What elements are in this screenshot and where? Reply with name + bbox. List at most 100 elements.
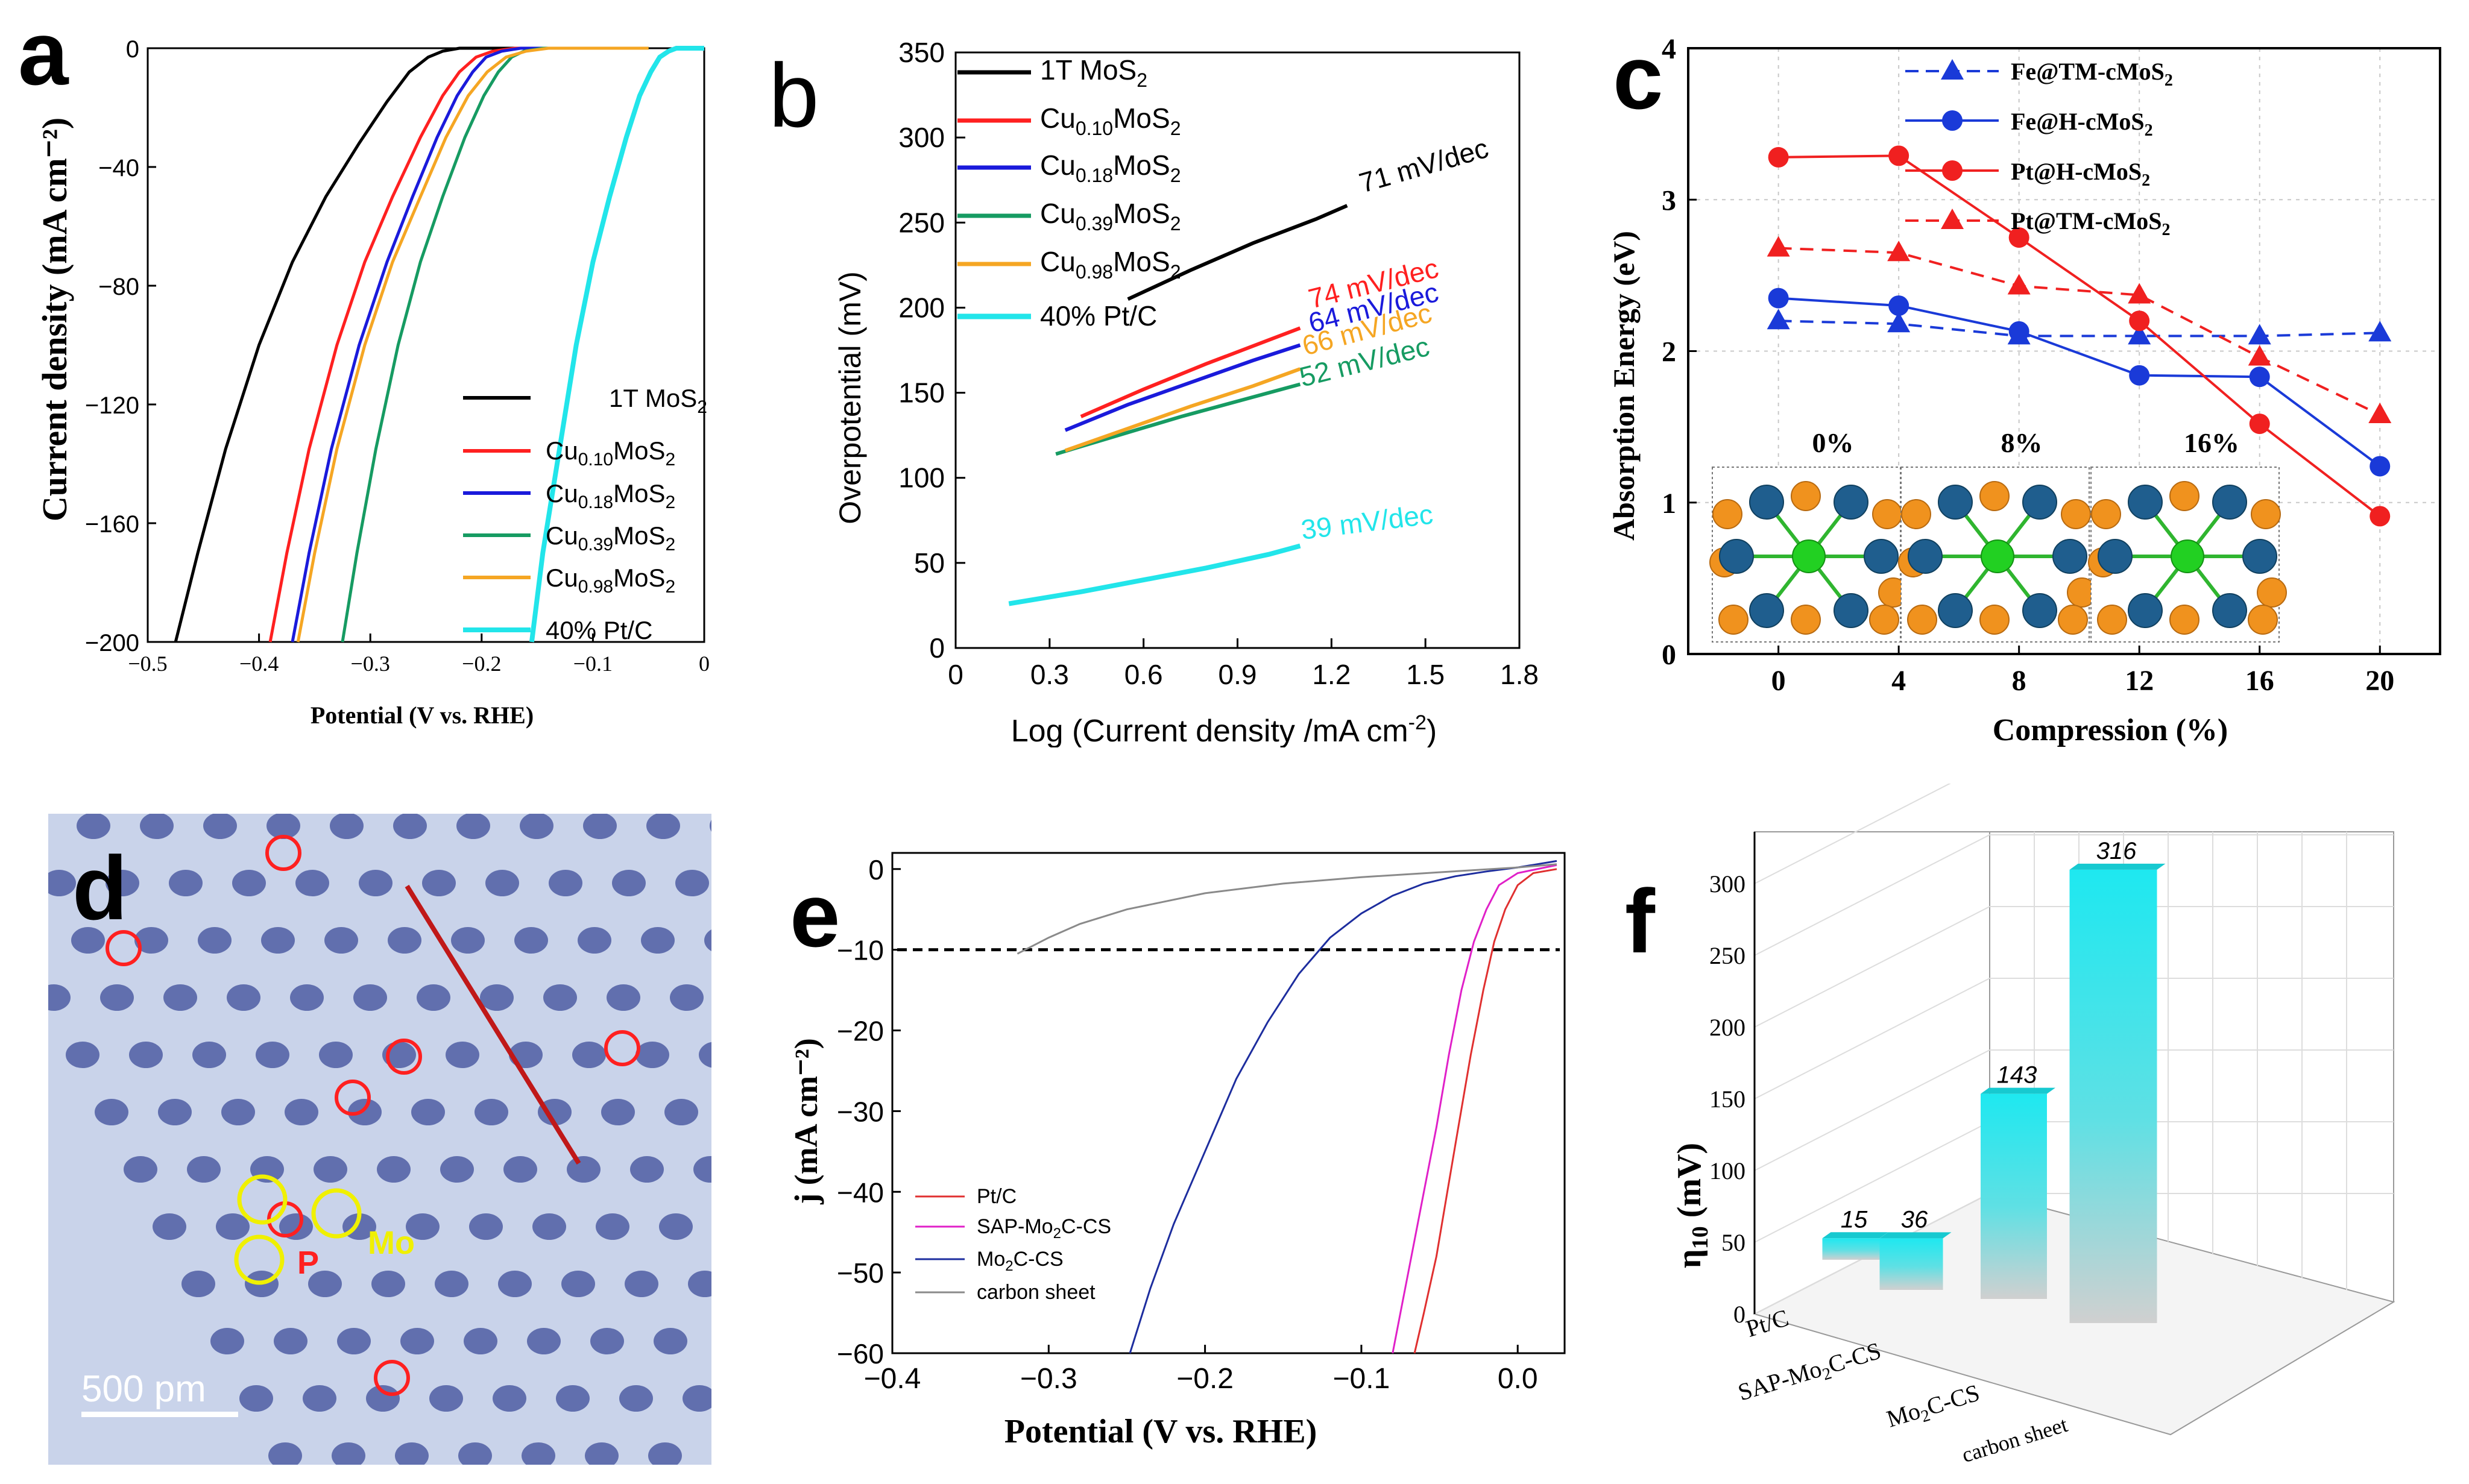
c-point [2368,403,2391,423]
atom-column [675,870,709,896]
b-x-tick-label: 0.6 [1124,659,1163,690]
atom-column [181,1271,215,1297]
c-sulfur-atom [1980,605,2009,634]
c-sulfur-atom [2092,500,2121,529]
mo-label: Mo [368,1225,415,1261]
f-y-axis-label: η10 (mV) [1671,1143,1713,1268]
atom-column [567,1156,601,1183]
p-label: P [297,1245,319,1281]
atom-column [532,1213,566,1240]
atom-column [456,814,490,839]
c-legend-2: Fe@H-cMoS2 [2011,108,2153,140]
c-mo-atom [1750,485,1783,519]
e-x-axis-label: Potential (V vs. RHE) [1004,1413,1317,1450]
atom-column [601,1099,635,1125]
atom-column [493,1385,526,1412]
atom-column [625,1271,658,1297]
c-series-line [1779,321,2380,336]
f-y-tick-label: 0 [1733,1301,1745,1328]
a-x-tick-label: −0.1 [573,652,613,676]
c-mo-atom [2213,594,2247,627]
c-sulfur-atom [2251,500,2280,529]
c-sulfur-atom [1791,482,1820,511]
c-sulfur-atom [2257,578,2286,607]
atom-column [239,1385,273,1412]
b-x-tick-label: 1.5 [1406,659,1445,690]
atom-column [543,984,577,1011]
a-x-axis-label: Potential (V vs. RHE) [311,702,534,729]
atom-column [440,1156,474,1183]
atom-column [635,1042,669,1068]
panel-c-chart: c 0 4 8 12 16 20012340% 8% 16% Absorption Energ… [1598,0,2469,747]
atom-column [187,1156,221,1183]
a-legend-1: 1T MoS2 [609,384,707,417]
a-y-tick-label: −40 [98,155,139,181]
atom-column [366,1385,400,1412]
c-sulfur-atom [1873,500,1902,529]
atom-column [314,1156,347,1183]
atom-column [429,1385,463,1412]
atom-column [446,1042,479,1068]
a-legend-2: Cu0.10MoS2 [546,436,675,470]
b-x-axis-label: Log (Current density /mA cm-2) [1011,711,1437,747]
c-legend-marker [1942,110,1963,131]
c-point [2248,345,2271,366]
c-center-atom [1793,540,1825,573]
c-inset-label: 8% [2001,427,2043,458]
c-sulfur-atom [2098,605,2127,634]
b-y-tick-label: 100 [898,462,945,494]
atom-column [163,984,197,1011]
atom-column [140,814,174,839]
atom-column [295,870,329,896]
e-y-tick-label: −10 [837,935,884,966]
e-series-line [1130,861,1557,1353]
c-mo-atom [1750,594,1783,627]
a-x-tick-label: −0.3 [351,652,390,676]
f-grid-h [1755,907,1990,1027]
atom-column [100,984,134,1011]
c-mo-atom [1720,539,1753,573]
c-mo-atom [2023,485,2057,519]
b-series-line [1009,546,1300,604]
atom-column [612,870,646,896]
c-mo-atom [1938,594,1972,627]
atom-column [66,1042,99,1068]
atom-column [371,1271,405,1297]
c-mo-atom [2023,594,2057,627]
atom-column [77,814,110,839]
f-y-tick-label: 250 [1709,942,1745,969]
atom-column [664,1099,698,1125]
e-x-tick-label: −0.2 [1176,1363,1234,1395]
f-y-tick-label: 50 [1721,1229,1745,1256]
atom-column [641,927,675,954]
f-category-3: Mo2C-CS [1884,1379,1984,1436]
c-sulfur-atom [1791,605,1820,634]
e-y-tick-label: −60 [837,1338,884,1369]
c-point [1767,236,1790,257]
f-bar-top [2070,864,2166,870]
panel-label-e: e [790,864,840,966]
f-bar [2070,870,2157,1323]
atom-column [475,1099,508,1125]
c-point [2008,274,2031,294]
f-category-1: Pt/C [1742,1304,1791,1342]
a-y-axis-label: Current density (mA cm⁻²) [35,118,74,521]
f-data-label: 36 [1901,1206,1928,1233]
c-mo-atom [2098,539,2132,573]
b-y-tick-label: 0 [929,632,945,664]
c-point [1888,295,1909,316]
a-y-tick-label: −200 [85,630,139,656]
f-bar-top [1880,1232,1952,1238]
atom-column [659,1213,693,1240]
c-x-tick-label: 16 [2245,665,2274,697]
c-sulfur-atom [1870,605,1899,634]
b-slope-label: 71 mV/dec [1355,132,1492,199]
atom-column [411,1099,445,1125]
atom-column [158,1099,192,1125]
atom-column [153,1213,186,1240]
c-point [1768,288,1789,309]
f-y-tick-label: 100 [1709,1157,1745,1184]
c-y-tick-label: 3 [1662,184,1676,216]
panel-b-chart: b 0 0.3 0.6 0.9 1.2 1.5 1.80501001502002503003… [754,0,1598,747]
b-y-axis-label: Overpotential (mV) [833,271,867,524]
